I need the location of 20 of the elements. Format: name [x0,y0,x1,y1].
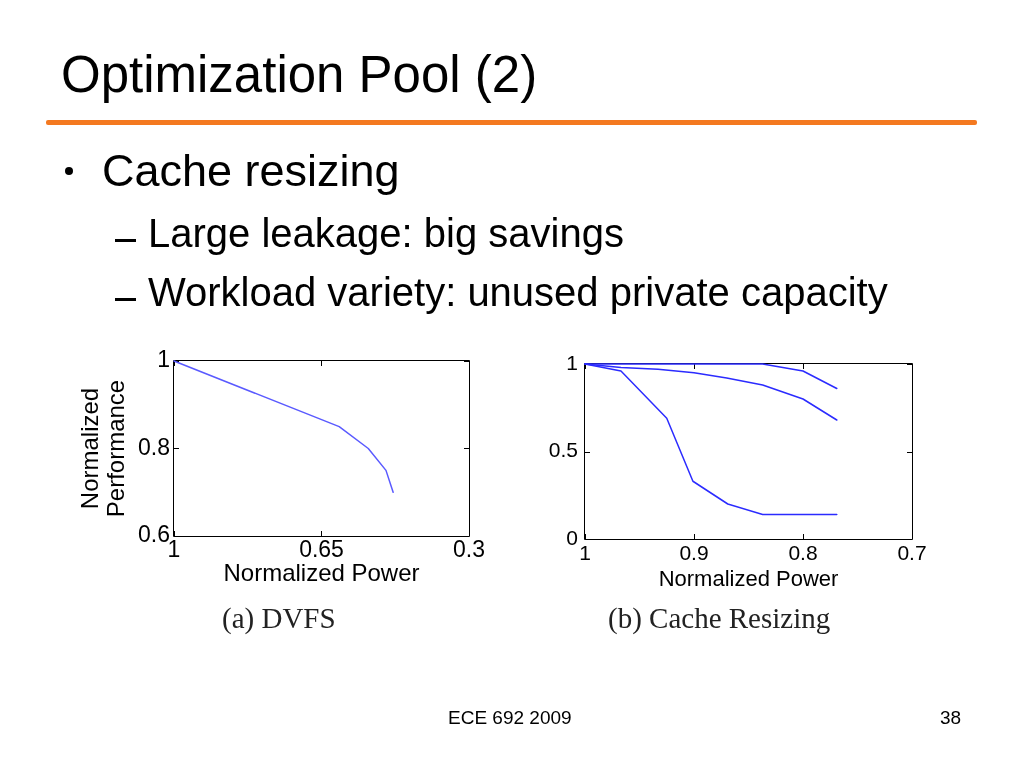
y-tick-label: 1 [157,346,170,373]
text: 38 [940,707,962,729]
y-tick-label: 0 [566,525,578,549]
x-tick-label: 0.9 [679,541,709,565]
y-tick-label: 0.8 [138,433,170,460]
y-tick-label: 1 [566,350,578,374]
text: Workload variety: unused private capacity [148,270,888,314]
text: (b) Cache Resizing [608,601,831,636]
text: Optimization Pool (2) [61,46,538,103]
x-axis-title: Normalized Power [658,566,839,592]
y-axis-title: Normalized Performance [75,379,129,518]
y-tick-label: 0.5 [548,438,578,462]
text: ECE 692 2009 [448,707,572,729]
x-tick-label: 0.8 [788,541,818,565]
x-tick-label: 0.3 [453,535,485,562]
text: Cache resizing [102,145,400,196]
y-tick-label: 0.6 [138,521,170,548]
text: Large leakage: big savings [148,211,624,255]
x-tick-label: 0.7 [897,541,927,565]
text: (a) DVFS [222,601,336,636]
